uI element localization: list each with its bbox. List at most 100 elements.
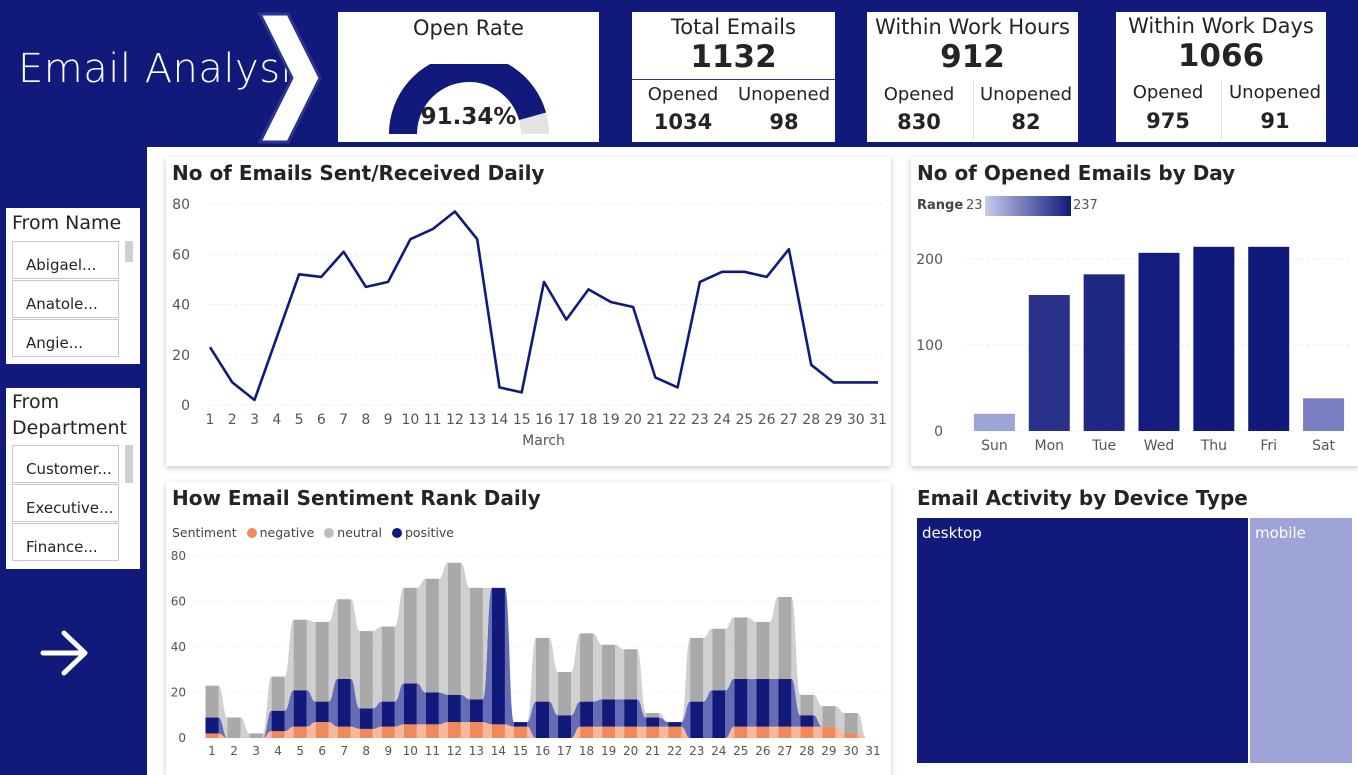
bar-xtick-label: Mon [1035, 438, 1065, 454]
ribbon-bar-negative [469, 722, 483, 738]
ribbon-xtick-label: 20 [623, 744, 638, 758]
ribbon-xtick-label: 23 [689, 744, 704, 758]
treemap-mobile-tile[interactable] [1250, 518, 1352, 763]
ribbon-ytick-label: 80 [171, 549, 186, 563]
from-department-scrollbar[interactable] [125, 445, 133, 483]
ribbon-bar-positive [293, 690, 307, 727]
ribbon-xtick-label: 19 [601, 744, 616, 758]
ribbon-neutral [438, 562, 448, 695]
sentiment-chart-title: How Email Sentiment Rank Daily [172, 486, 541, 510]
line-xtick-label: 24 [713, 412, 731, 428]
ribbon-bar-negative [734, 726, 748, 738]
ribbon-xtick-label: 13 [469, 744, 484, 758]
bar-sun [973, 413, 1015, 431]
line-xtick-label: 12 [446, 412, 464, 428]
line-xtick-label: 28 [802, 412, 820, 428]
slicer-item-dept-2[interactable]: Executive... [12, 484, 119, 522]
ribbon-xtick-label: 7 [340, 744, 348, 758]
ribbon-negative [637, 726, 647, 738]
arrow-right-icon[interactable] [40, 629, 90, 677]
bar-mon [1028, 295, 1070, 431]
page-title: Email Analysis [18, 46, 314, 92]
bar-sat [1303, 398, 1345, 431]
ribbon-bar-positive [800, 715, 814, 727]
ribbon-xtick-label: 27 [777, 744, 792, 758]
ribbon-xtick-label: 8 [362, 744, 370, 758]
legend-neutral-label[interactable]: neutral [337, 525, 382, 540]
ribbon-positive [659, 717, 669, 727]
ribbon-bar-neutral [293, 619, 307, 691]
ribbon-xtick-label: 12 [447, 744, 462, 758]
line-ytick-label: 60 [172, 247, 190, 263]
ribbon-neutral [526, 637, 536, 723]
ribbon-bar-negative [381, 726, 395, 738]
slicer-item-dept-3[interactable]: Finance... [12, 523, 119, 561]
range-gradient [985, 196, 1071, 216]
chevron-icon [258, 12, 322, 144]
range-min-label: 23 [966, 198, 983, 213]
ribbon-bar-neutral [690, 637, 704, 702]
ribbon-bar-positive [536, 701, 549, 738]
from-department-slicer: From Department Customer... Executive...… [6, 388, 140, 569]
ribbon-bar-positive [778, 678, 792, 727]
ribbon-neutral [703, 628, 713, 702]
slicer-item-dept-1[interactable]: Customer... [12, 445, 119, 483]
sentiment-panel: How Email Sentiment Rank Daily Sentiment… [166, 482, 891, 775]
ribbon-bar-negative [668, 726, 682, 738]
ribbon-neutral [835, 706, 845, 734]
ribbon-positive [571, 701, 581, 738]
slicer-item-name-2[interactable]: Anatole... [12, 280, 119, 318]
line-xtick-label: 16 [535, 412, 553, 428]
open-rate-card: Open Rate 91.34% [338, 12, 599, 142]
ribbon-xtick-label: 10 [403, 744, 418, 758]
ribbon-bar-positive [646, 717, 660, 727]
bar-ytick-label: 100 [916, 338, 943, 354]
slicer-item-name-1[interactable]: Abigael... [12, 241, 119, 279]
daily-chart-title: No of Emails Sent/Received Daily [172, 161, 545, 185]
line-xtick-label: 1 [206, 412, 215, 428]
work-days-title: Within Work Days [1128, 14, 1314, 38]
ribbon-bar-negative [337, 726, 351, 738]
ribbon-bar-negative [491, 724, 505, 738]
ribbon-negative [306, 722, 316, 738]
ribbon-positive [284, 690, 294, 732]
ribbon-negative [284, 726, 294, 738]
line-xtick-label: 4 [272, 412, 281, 428]
device-chart-title: Email Activity by Device Type [917, 486, 1248, 510]
ribbon-bar-positive [580, 701, 594, 727]
legend-neutral-dot [324, 528, 335, 538]
ribbon-neutral [482, 587, 492, 700]
ribbon-bar-neutral [734, 617, 748, 679]
line-xtick-label: 27 [780, 412, 798, 428]
slicer-item-name-3[interactable]: Angie... [12, 319, 119, 357]
from-name-scrollbar[interactable] [125, 241, 133, 262]
ribbon-positive [703, 690, 713, 738]
ribbon-positive [593, 699, 603, 727]
line-xtick-label: 21 [646, 412, 664, 428]
ribbon-bar-neutral [469, 587, 483, 700]
treemap-desktop-tile[interactable] [917, 518, 1248, 763]
work-hours-value: 912 [940, 39, 1005, 75]
ribbon-bar-positive [271, 710, 285, 732]
line-ytick-label: 80 [172, 197, 190, 213]
ribbon-neutral [725, 617, 735, 691]
line-xtick-label: 10 [401, 412, 419, 428]
ribbon-positive [350, 678, 360, 729]
ribbon-xtick-label: 2 [230, 744, 238, 758]
legend-positive-label[interactable]: positive [404, 525, 454, 540]
line-xtick-label: 30 [847, 412, 865, 428]
ribbon-bar-positive [315, 701, 329, 723]
open-rate-gauge [389, 64, 549, 134]
ribbon-negative [769, 726, 779, 738]
line-xtick-label: 14 [491, 412, 509, 428]
ribbon-negative [791, 726, 801, 738]
ribbon-positive [416, 683, 426, 725]
legend-negative-label[interactable]: negative [259, 525, 315, 540]
ribbon-bar-positive [558, 715, 572, 738]
total-emails-card: Total Emails 1132 Opened 1034 Unopened 9… [632, 12, 835, 142]
ribbon-bar-neutral [558, 672, 572, 716]
bar-xtick-label: Tue [1091, 438, 1116, 454]
ribbon-neutral [416, 578, 426, 693]
ribbon-positive [791, 678, 801, 727]
line-xtick-label: 20 [624, 412, 642, 428]
